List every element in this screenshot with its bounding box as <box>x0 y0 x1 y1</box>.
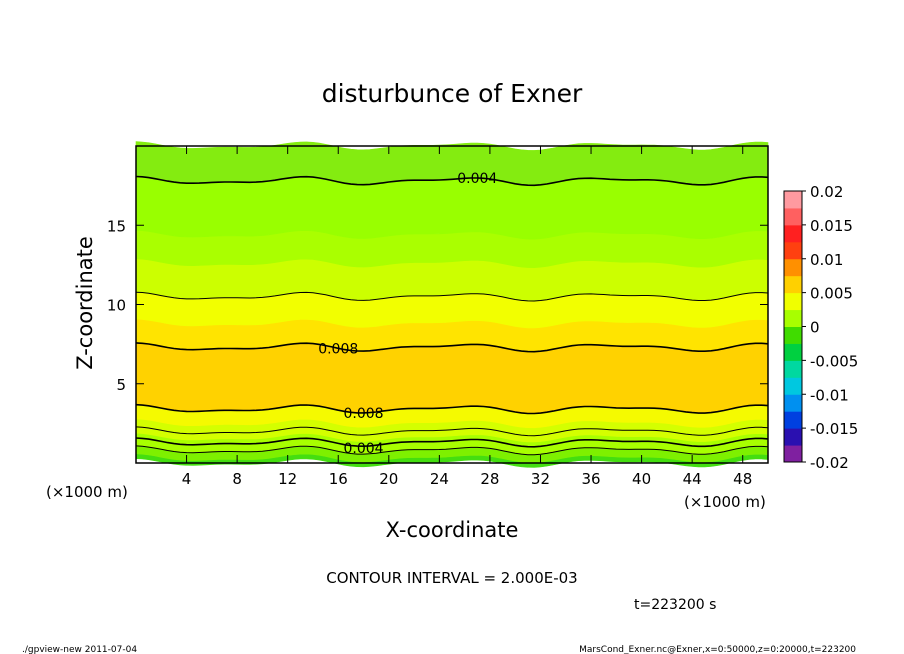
contour-label: 0.004 <box>457 171 497 187</box>
colorbar-tick-label: -0.015 <box>810 420 858 438</box>
colorbar-swatch <box>784 326 802 344</box>
colorbar-swatch <box>784 428 802 446</box>
colorbar-swatch <box>784 377 802 395</box>
contour-line <box>135 426 769 437</box>
x-tick-label: 12 <box>278 470 297 488</box>
colorbar-swatch <box>784 207 802 226</box>
colorbar-tick-label: -0.02 <box>810 454 849 472</box>
y-tick-label: 10 <box>107 297 126 315</box>
contour-line <box>135 403 769 415</box>
colorbar-swatch <box>784 343 802 361</box>
x-tick-label: 36 <box>581 470 600 488</box>
x-tick-label: 28 <box>480 470 499 488</box>
footer-right: MarsCond_Exner.nc@Exner,x=0:50000,z=0:20… <box>579 645 856 654</box>
contour-interval-text: CONTOUR INTERVAL = 2.000E-03 <box>326 569 577 587</box>
colorbar-swatch <box>784 309 802 327</box>
contour-line <box>135 175 769 187</box>
contour-band <box>135 342 769 414</box>
colorbar-tick-label: -0.01 <box>810 386 849 404</box>
y-tick-label: 15 <box>107 217 126 235</box>
colorbar-tick-label: 0.015 <box>810 217 853 235</box>
x-tick-label: 20 <box>379 470 398 488</box>
x-axis-label: X-coordinate <box>386 518 519 542</box>
colorbar-swatch <box>784 241 802 260</box>
y-axis-label: Z-coordinate <box>73 236 97 370</box>
colorbar-tick-label: -0.005 <box>810 352 858 370</box>
contour-line <box>135 342 769 353</box>
x-tick-label: 48 <box>733 470 752 488</box>
colorbar-tick-label: 0.01 <box>810 251 843 269</box>
footer-left: ./gpview-new 2011-07-04 <box>22 645 137 654</box>
x-axis: 4 8 12 16 20 24 28 32 36 40 44 48 <box>182 146 752 488</box>
colorbar-swatch <box>784 224 802 243</box>
colorbar-tick-label: 0.005 <box>810 285 853 303</box>
colorbar-tick-label: 0.02 <box>810 183 843 201</box>
x-tick-label: 8 <box>232 470 242 488</box>
contour-label: 0.008 <box>343 406 383 422</box>
colorbar-swatch <box>784 394 802 412</box>
x-unit-left: (×1000 m) <box>46 483 128 501</box>
x-unit-right: (×1000 m) <box>684 493 766 511</box>
chart-title: disturbunce of Exner <box>322 79 583 108</box>
colorbar-swatch <box>784 191 802 209</box>
contour-line <box>135 437 769 448</box>
contour-label: 0.008 <box>318 341 358 357</box>
colorbar-swatch <box>784 360 802 378</box>
colorbar-tick-label: 0 <box>810 319 820 337</box>
x-tick-label: 16 <box>329 470 348 488</box>
x-tick-label: 24 <box>430 470 449 488</box>
contour-label: 0.004 <box>343 441 383 457</box>
colorbar-swatch <box>784 445 802 463</box>
colorbar-swatch <box>784 292 802 311</box>
y-axis: 5 10 15 <box>107 217 768 394</box>
plot-area: 0.004 0.008 0.008 0.004 <box>135 141 769 468</box>
x-tick-label: 44 <box>683 470 702 488</box>
colorbar-swatch <box>784 411 802 429</box>
x-tick-label: 40 <box>632 470 651 488</box>
colorbar: 0.02 0.015 0.01 0.005 0 -0.005 -0.01 -0.015 -0.0… <box>783 183 858 472</box>
time-text: t=223200 s <box>634 597 716 613</box>
x-tick-label: 32 <box>531 470 550 488</box>
contour-line <box>135 291 769 302</box>
contour-line <box>135 445 769 456</box>
colorbar-swatch <box>784 275 802 294</box>
colorbar-swatch <box>784 258 802 277</box>
x-tick-label: 4 <box>182 470 192 488</box>
y-tick-label: 5 <box>116 376 126 394</box>
